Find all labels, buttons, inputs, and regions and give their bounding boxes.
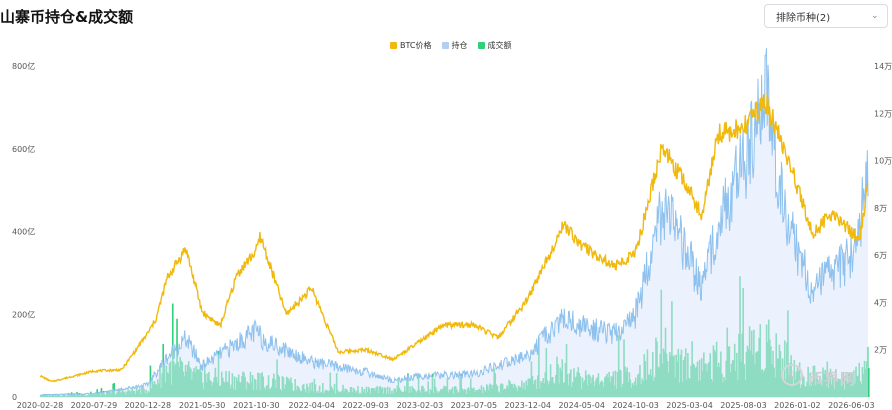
legend-label-btc-price: BTC价格 [400, 41, 432, 50]
x-tick-label: 2023-12-04 [505, 401, 552, 410]
legend-label-open-interest: 持仓 [451, 41, 468, 50]
x-tick-label: 2021-10-30 [233, 401, 280, 410]
y-right-tick-label: 2万 [874, 346, 887, 355]
y-right-tick-label: 8万 [874, 204, 887, 213]
y-left-tick-label: 400亿 [12, 227, 35, 237]
legend-swatch-open-interest [441, 42, 449, 49]
legend-item-open-interest[interactable]: 持仓 [441, 40, 468, 51]
y-left-tick-label: 200亿 [12, 309, 35, 319]
exclude-coins-dropdown[interactable]: 排除币种(2) ⌄ [764, 4, 888, 28]
x-tick-label: 2023-07-05 [451, 401, 498, 410]
y-right-tick-label: 14万 [874, 62, 892, 71]
x-tick-label: 2026-01-02 [774, 401, 821, 410]
exclude-coins-label: 排除币种(2) [776, 12, 831, 24]
x-tick-label: 2026-06-03 [828, 401, 875, 410]
y-right-tick-label: 4万 [874, 298, 887, 307]
legend-swatch-btc-price [390, 42, 397, 49]
x-tick-label: 2022-09-03 [342, 401, 389, 410]
open-interest-line [39, 48, 869, 396]
y-left-tick-label: 0 [12, 393, 17, 402]
x-tick-label: 2025-03-04 [666, 401, 713, 410]
open-interest-area [40, 48, 868, 397]
x-tick-label: 2020-02-28 [17, 401, 64, 410]
volume-bar [149, 365, 152, 397]
y-right-tick-label: 12万 [874, 109, 892, 118]
x-tick-label: 2025-08-03 [720, 401, 767, 410]
y-right-tick-label: 10万 [874, 157, 892, 166]
legend-item-btc-price[interactable]: BTC价格 [390, 40, 432, 51]
x-tick-label: 2023-02-03 [397, 401, 444, 410]
chevron-down-icon: ⌄ [871, 11, 879, 21]
y-left-tick-label: 600亿 [12, 144, 35, 154]
watermark-logo-icon: ◎ [781, 364, 803, 386]
btc-price-line [39, 93, 869, 383]
y-left-tick-label: 800亿 [12, 61, 35, 71]
x-tick-label: 2020-07-29 [71, 401, 118, 410]
legend-swatch-volume [477, 42, 485, 49]
page-title: 山寨币持仓&成交额 [0, 8, 134, 26]
volume-bar [868, 368, 870, 397]
chart-legend: BTC价格 持仓 成交额 [390, 40, 512, 51]
legend-label-volume: 成交额 [487, 41, 512, 50]
x-tick-label: 2024-10-03 [612, 401, 659, 410]
y-right-tick-label: 6万 [874, 251, 887, 260]
legend-item-volume[interactable]: 成交额 [477, 40, 512, 51]
x-tick-label: 2021-05-30 [179, 401, 226, 410]
x-tick-label: 2020-12-28 [125, 401, 172, 410]
watermark-text: 币界网 [808, 370, 857, 388]
x-tick-label: 2022-04-04 [288, 401, 335, 410]
x-tick-label: 2024-05-04 [558, 401, 605, 410]
